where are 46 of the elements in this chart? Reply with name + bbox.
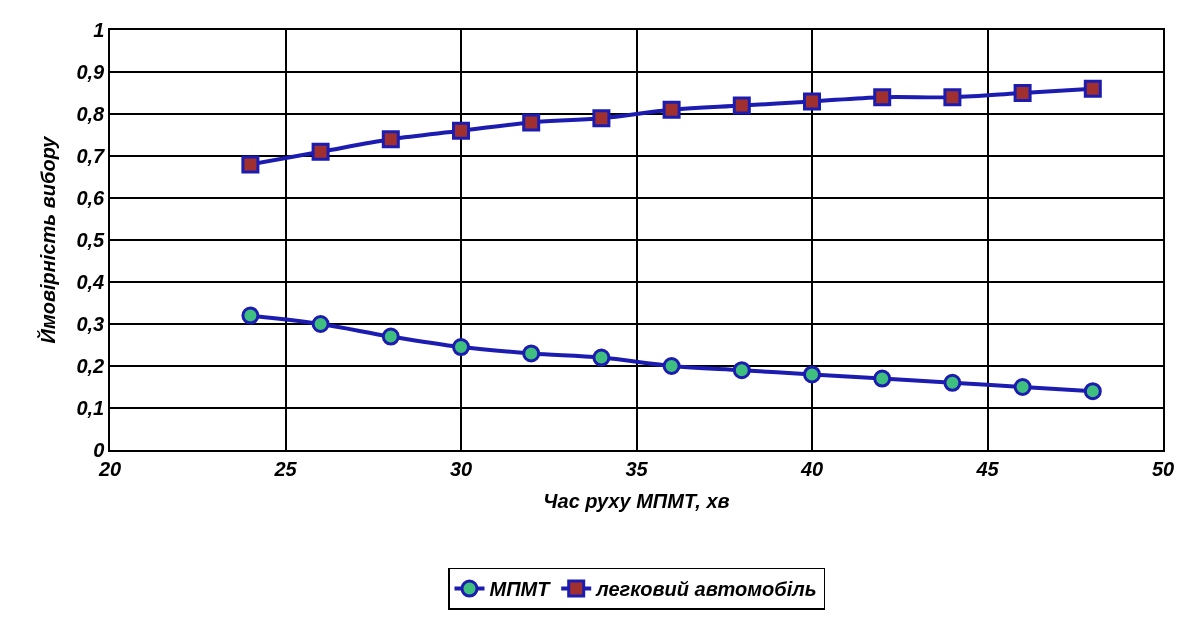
y-tick-label: 1 <box>93 19 105 41</box>
y-tick-label: 0,7 <box>76 145 106 167</box>
x-tick-label: 30 <box>449 457 473 480</box>
point <box>381 327 400 346</box>
point <box>662 357 681 375</box>
y-tick-label: 0,6 <box>76 187 106 209</box>
legend-label: МПМТ <box>489 578 552 601</box>
point <box>943 373 962 392</box>
point <box>1013 378 1032 396</box>
y-axis-title: Ймовірність вибору <box>36 135 60 344</box>
y-tick-label: 0,8 <box>76 103 106 125</box>
point <box>241 155 260 174</box>
y-tick-label: 0,1 <box>76 397 105 419</box>
point <box>311 315 330 333</box>
x-axis-title: Час руху МПМТ, хв <box>543 489 730 512</box>
x-tick-label: 25 <box>273 457 298 480</box>
point <box>592 109 611 128</box>
point <box>452 121 470 140</box>
legend-label: легковий автомобіль <box>595 578 817 601</box>
point <box>1013 84 1032 102</box>
point <box>732 361 751 380</box>
y-tick-label: 0,5 <box>76 229 106 251</box>
point <box>1083 79 1102 98</box>
point <box>592 348 611 367</box>
point <box>452 338 470 357</box>
point <box>241 306 260 325</box>
x-tick-label: 50 <box>1151 457 1175 480</box>
point <box>522 344 541 363</box>
point <box>311 142 330 161</box>
y-tick-label: 0,4 <box>76 271 105 293</box>
point <box>943 88 962 107</box>
x-tick-label: 40 <box>799 457 824 480</box>
point <box>522 113 541 132</box>
point <box>381 130 400 149</box>
point <box>1083 382 1102 401</box>
point <box>732 96 751 115</box>
point <box>803 92 821 111</box>
point <box>873 369 892 388</box>
y-tick-label: 0,2 <box>76 355 105 377</box>
point <box>873 88 892 107</box>
y-tick-label: 0,9 <box>76 61 106 83</box>
point <box>803 365 821 384</box>
point <box>662 100 681 119</box>
x-tick-label: 45 <box>975 457 1000 480</box>
x-tick-label: 35 <box>625 457 649 480</box>
y-tick-label: 0,3 <box>76 313 105 335</box>
